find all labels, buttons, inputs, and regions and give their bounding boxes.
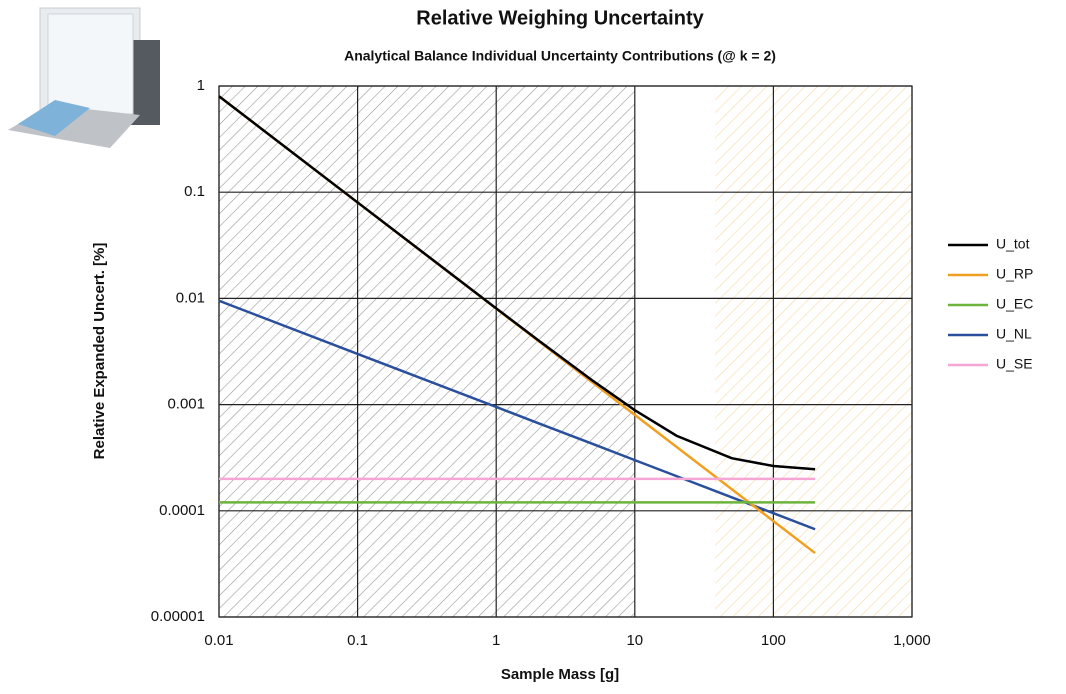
- x-tick-label: 0.01: [204, 632, 233, 649]
- legend-label: U_tot: [996, 236, 1030, 252]
- y-axis-label: Relative Expanded Uncert. [%]: [91, 243, 108, 460]
- plot-frame: [218, 85, 913, 618]
- series-line: [218, 95, 816, 471]
- shaded-range: [715, 86, 912, 617]
- y-tick-label: 0.001: [167, 396, 205, 413]
- x-tick-label: 1: [492, 632, 500, 649]
- x-axis-label: Sample Mass [g]: [501, 666, 619, 683]
- y-tick-label: 1: [197, 77, 205, 94]
- x-tick-label: 1,000: [893, 632, 931, 649]
- legend-label: U_RP: [996, 266, 1033, 282]
- chart-title: Relative Weighing Uncertainty: [416, 7, 704, 29]
- shaded-range: [219, 86, 635, 617]
- y-tick-label: 0.0001: [159, 502, 205, 519]
- legend-label: U_EC: [996, 296, 1033, 312]
- legend-label: U_NL: [996, 326, 1032, 342]
- y-tick-label: 0.00001: [151, 608, 205, 625]
- balance-icon: [8, 7, 160, 148]
- y-tick-label: 0.1: [184, 183, 205, 200]
- y-tick-label: 0.01: [176, 289, 205, 306]
- legend-label: U_SE: [996, 356, 1033, 372]
- chart-subtitle: Analytical Balance Individual Uncertaint…: [344, 48, 776, 64]
- x-tick-label: 100: [761, 632, 786, 649]
- x-tick-label: 10: [626, 632, 643, 649]
- x-tick-label: 0.1: [347, 632, 368, 649]
